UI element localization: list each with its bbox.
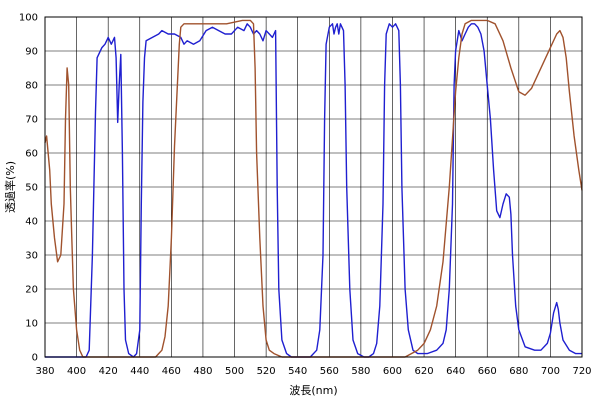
x-tick-label: 640 xyxy=(446,366,465,377)
y-tick-label: 70 xyxy=(25,115,38,126)
x-tick-label: 660 xyxy=(478,366,497,377)
y-tick-label: 90 xyxy=(25,47,38,58)
y-tick-label: 10 xyxy=(25,319,38,330)
x-tick-label: 480 xyxy=(193,366,212,377)
y-tick-label: 60 xyxy=(25,149,38,160)
x-axis-ticks: 380 400 420 440 460 480 500 520 540 560 580 600 620 6… xyxy=(35,366,591,377)
x-tick-label: 680 xyxy=(509,366,528,377)
y-tick-label: 80 xyxy=(25,81,38,92)
y-tick-label: 100 xyxy=(19,13,38,24)
x-axis-label: 波長(nm) xyxy=(289,384,337,397)
x-tick-label: 560 xyxy=(320,366,339,377)
grid xyxy=(44,16,583,358)
x-tick-label: 580 xyxy=(351,366,370,377)
x-tick-label: 440 xyxy=(130,366,149,377)
x-tick-label: 720 xyxy=(572,366,591,377)
y-tick-label: 50 xyxy=(25,183,38,194)
y-tick-label: 30 xyxy=(25,251,38,262)
plot-frame xyxy=(44,16,583,358)
x-tick-label: 380 xyxy=(35,366,54,377)
series-line-1 xyxy=(45,23,582,358)
x-tick-label: 520 xyxy=(257,366,276,377)
y-tick-label: 20 xyxy=(25,285,38,296)
x-tick-label: 600 xyxy=(383,366,402,377)
x-tick-label: 540 xyxy=(288,366,307,377)
x-tick-label: 400 xyxy=(67,366,86,377)
series-line-2 xyxy=(44,19,583,358)
y-tick-label: 40 xyxy=(25,217,38,228)
x-tick-label: 700 xyxy=(541,366,560,377)
series-group xyxy=(44,19,583,358)
y-axis-label: 透過率(%) xyxy=(3,161,17,213)
x-tick-label: 620 xyxy=(415,366,434,377)
x-tick-label: 500 xyxy=(225,366,244,377)
y-tick-label: 0 xyxy=(32,353,38,364)
y-axis-ticks: 0 10 20 30 40 50 60 70 80 90 100 xyxy=(19,13,38,364)
x-tick-label: 420 xyxy=(99,366,118,377)
x-tick-label: 460 xyxy=(162,366,181,377)
